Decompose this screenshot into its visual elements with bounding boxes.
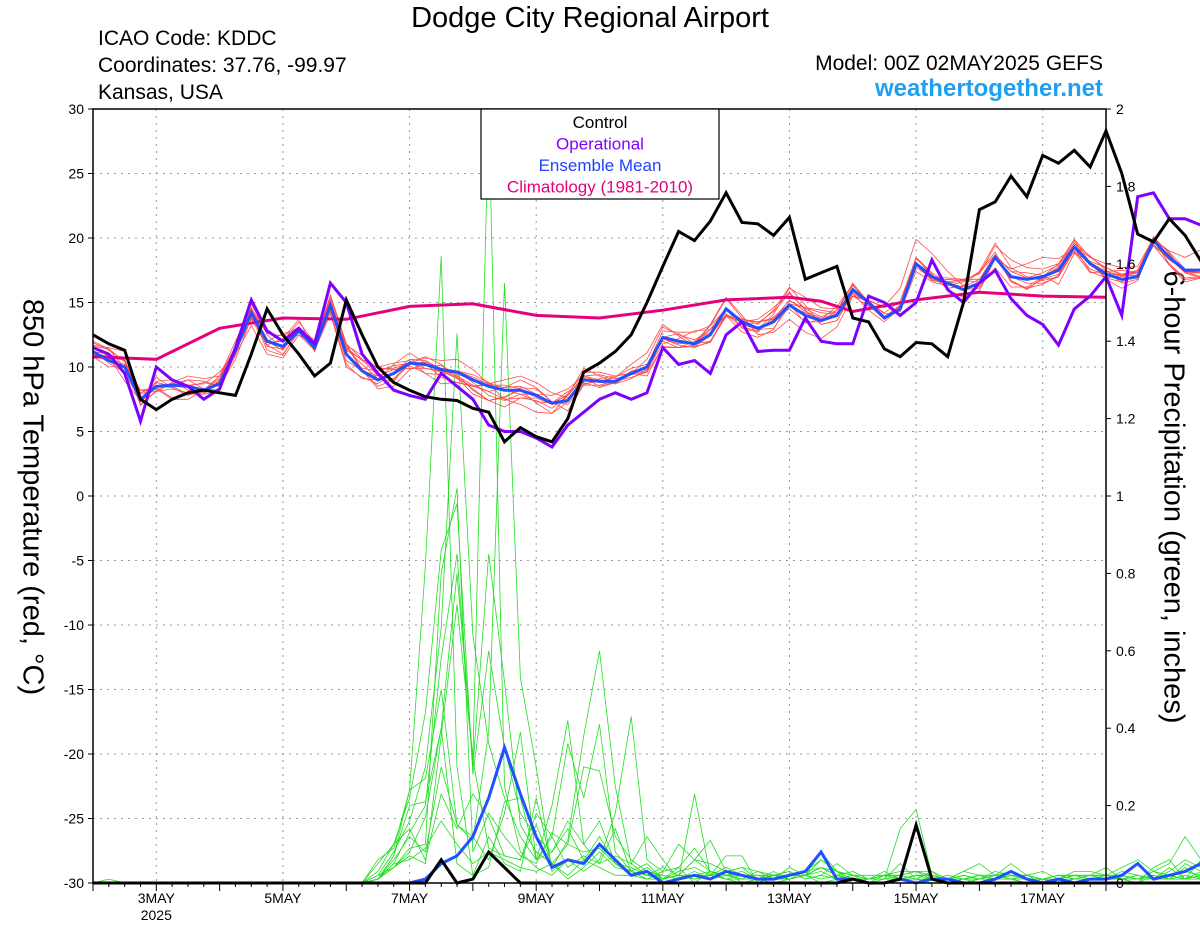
y-right-tick-label: 0.6 xyxy=(1116,643,1136,659)
precip-member-3 xyxy=(93,792,1200,884)
legend: Control Operational Ensemble Mean Climatolo… xyxy=(480,108,720,200)
y-left-tick-label: -30 xyxy=(64,875,84,891)
y-right-tick-label: 1 xyxy=(1116,488,1124,504)
x-tick-label: 11MAY xyxy=(641,890,685,906)
x-tick-label: 7MAY xyxy=(391,890,429,906)
precip-mean-line xyxy=(93,742,1200,885)
y-left-tick-label: 0 xyxy=(76,488,84,504)
y-left-tick-label: -20 xyxy=(64,746,84,762)
icao-code: ICAO Code: KDDC xyxy=(98,27,277,50)
precip-member-4 xyxy=(93,283,1200,884)
x-tick-label: 17MAY xyxy=(1020,890,1066,906)
precip-member-2 xyxy=(93,724,1200,884)
temp-mean-line xyxy=(92,237,1200,405)
chart-title: Dodge City Regional Airport xyxy=(411,2,769,34)
y-left-tick-label: 25 xyxy=(68,166,84,182)
y-left-tick-label: 15 xyxy=(68,295,84,311)
axes-ticks: 302520151050-5-10-15-20-25-3021.81.61.41… xyxy=(64,101,1136,923)
y-right-tick-label: 0.8 xyxy=(1116,565,1136,581)
precip-member-7 xyxy=(93,488,1200,884)
site-link[interactable]: weathertogether.net xyxy=(874,75,1103,102)
y-left-tick-label: -15 xyxy=(64,682,84,698)
y-left-tick-label: -10 xyxy=(64,617,84,633)
precip-member-8 xyxy=(93,553,1200,884)
model-run-label: Model: 00Z 02MAY2025 GEFS xyxy=(815,52,1103,75)
temp-member-10 xyxy=(92,235,1200,404)
temp-control-line xyxy=(92,126,1200,445)
x-tick-label: 3MAY xyxy=(138,890,176,906)
precip-member-6 xyxy=(93,732,1200,884)
x-tick-label: 9MAY xyxy=(518,890,556,906)
y-left-tick-label: 30 xyxy=(68,101,84,117)
legend-box xyxy=(480,108,720,200)
y-right-tick-label: 1.4 xyxy=(1116,333,1136,349)
legend-entry: Operational xyxy=(556,135,644,154)
y-right-tick-label: 0.2 xyxy=(1116,798,1136,814)
temp-operational-line xyxy=(92,191,1200,449)
main-series xyxy=(92,126,1200,885)
y-left-tick-label: 10 xyxy=(68,359,84,375)
x-tick-label: 15MAY xyxy=(894,890,940,906)
y-right-tick-label: 1.6 xyxy=(1116,256,1136,272)
legend-entry: Control xyxy=(573,113,628,132)
y-left-tick-label: 20 xyxy=(68,230,84,246)
y-right-tick-label: 0.4 xyxy=(1116,720,1136,736)
legend-entry: Climatology (1981-2010) xyxy=(507,178,693,197)
grid-lines xyxy=(93,109,1106,883)
temp-member-2 xyxy=(92,235,1200,414)
precip-member-5 xyxy=(93,604,1200,884)
x-tick-sublabel: 2025 xyxy=(141,907,172,923)
y-left-tick-label: 5 xyxy=(76,424,84,440)
temp-member-7 xyxy=(92,238,1200,414)
y-left-tick-label: -25 xyxy=(64,811,84,827)
coordinates: Coordinates: 37.76, -99.97 xyxy=(98,54,347,77)
precip-member-1 xyxy=(92,256,1200,884)
x-tick-label: 5MAY xyxy=(264,890,302,906)
precip-member-10 xyxy=(93,333,1200,884)
y-left-tick-label: -5 xyxy=(72,553,85,569)
y-right-tick-label: 2 xyxy=(1116,101,1124,117)
legend-entry: Ensemble Mean xyxy=(539,156,662,175)
y-right-tick-label: 0 xyxy=(1116,875,1124,891)
x-tick-label: 13MAY xyxy=(767,890,813,906)
y-right-tick-label: 1.2 xyxy=(1116,411,1136,427)
location: Kansas, USA xyxy=(98,81,223,104)
y-right-tick-label: 1.8 xyxy=(1116,178,1136,194)
